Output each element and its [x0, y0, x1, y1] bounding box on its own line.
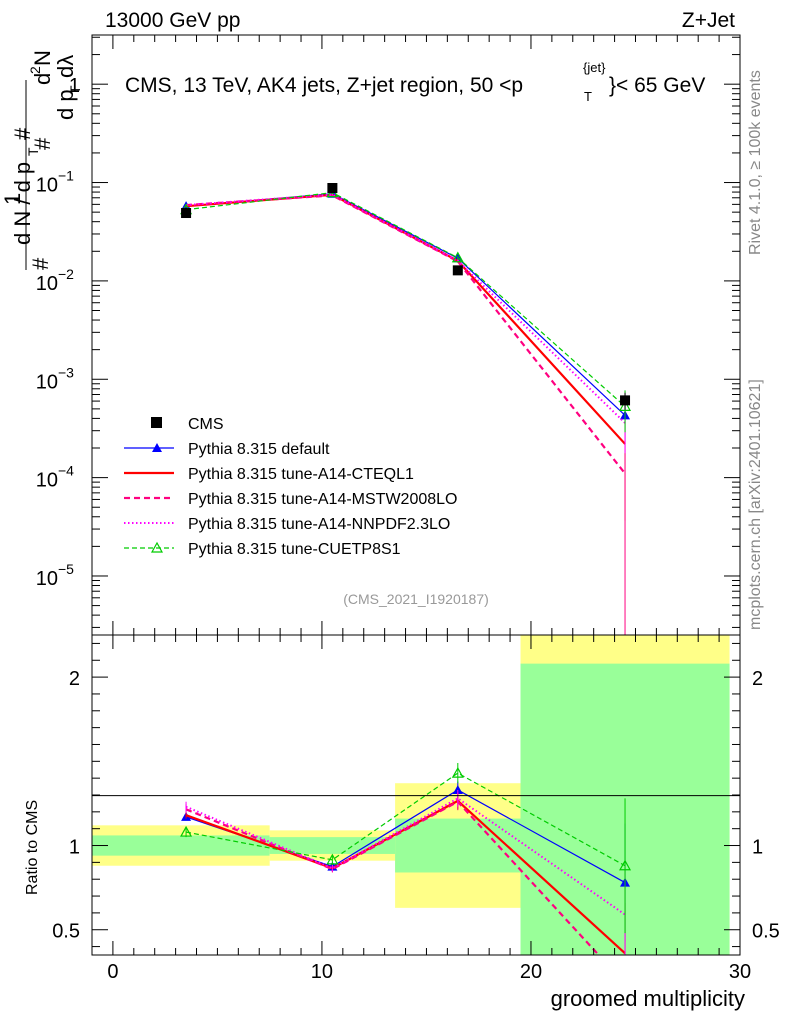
data-point	[620, 395, 631, 406]
svg-text:dλ: dλ	[53, 55, 78, 78]
y-tick-label: 10	[36, 273, 58, 295]
title-main: CMS, 13 TeV, AK4 jets, Z+jet region, 50 …	[125, 74, 523, 97]
data-point	[452, 265, 463, 276]
series-line-ratio	[185, 800, 601, 955]
y-axis-label-main: # d N / d p T # 1 d p T dλ # d 2 N	[0, 50, 83, 270]
y-tick-label: 1	[69, 75, 80, 97]
legend-marker	[152, 443, 162, 452]
data-point	[327, 183, 338, 194]
y-tick-label-ratio-left: 0.5	[52, 921, 80, 943]
series-marker	[326, 853, 339, 865]
legend-marker-cms	[151, 417, 162, 428]
x-axis-ticks: 0 10 20 30	[107, 35, 751, 983]
y-tick-label: 10	[36, 371, 58, 393]
series-line-ratio	[185, 797, 626, 916]
series-line-ratio	[185, 799, 626, 955]
series-marker	[619, 859, 632, 871]
legend-marker	[150, 541, 164, 553]
ratio-band-stat	[395, 818, 521, 873]
series-line-main	[186, 193, 626, 416]
y-tick-label: 10	[36, 470, 58, 492]
x-tick-label: 30	[729, 961, 751, 983]
y-axis-label-ratio: Ratio to CMS	[24, 800, 41, 895]
x-tick-label: 20	[520, 961, 542, 983]
svg-text:#: #	[30, 137, 55, 150]
series-marker	[451, 766, 464, 778]
y-tick-label: 10	[36, 175, 58, 197]
ratio-band-stat	[269, 837, 396, 854]
ratio-uncertainty-bands	[92, 635, 730, 955]
y-tick-label-ratio-left: 1	[69, 837, 80, 859]
legend-label-cms: CMS	[188, 416, 224, 433]
title-end: }< 65 GeV	[609, 74, 705, 97]
series-marker	[619, 400, 632, 411]
series-line-main	[185, 193, 626, 424]
legend: CMS Pythia 8.315 default Pythia 8.315 tune…	[124, 416, 457, 558]
legend-label: Pythia 8.315 default	[188, 441, 330, 458]
y-tick-label-ratio-right: 0.5	[752, 921, 780, 943]
legend-label: Pythia 8.315 tune-A14-CTEQL1	[188, 466, 414, 483]
analysis-tag: (CMS_2021_I1920187)	[343, 591, 489, 607]
series-line-main	[185, 194, 626, 475]
series-line-ratio	[185, 772, 626, 867]
y-tick-exponent: −4	[58, 463, 74, 479]
rivet-version-label: Rivet 4.1.0, ≥ 100k events	[747, 70, 764, 255]
y-axis-ticks-main: 110−110−210−310−410−5	[36, 36, 740, 628]
svg-text:1: 1	[0, 193, 25, 205]
title-superscript: {jet}	[583, 60, 606, 75]
series-marker	[452, 784, 463, 794]
mcplots-label: mcplots.cern.ch [arXiv:2401.10621]	[747, 379, 764, 630]
svg-text:#: #	[10, 127, 35, 140]
title-subscript: T	[584, 89, 592, 104]
x-tick-label: 0	[107, 961, 118, 983]
series-marker	[451, 251, 464, 263]
svg-text:d N / d p: d N / d p	[10, 162, 35, 245]
y-tick-label: 10	[36, 568, 58, 590]
y-tick-label-ratio-right: 2	[752, 668, 763, 690]
y-tick-exponent: −3	[58, 364, 74, 380]
data-point	[181, 208, 192, 219]
x-tick-label: 10	[311, 961, 333, 983]
svg-text:T: T	[25, 147, 41, 156]
y-tick-exponent: −2	[58, 266, 74, 282]
x-axis-label: groomed multiplicity	[551, 986, 745, 1011]
legend-label: Pythia 8.315 tune-A14-MSTW2008LO	[188, 491, 457, 508]
header-process-label: Z+Jet	[682, 9, 735, 32]
y-axis-ticks-ratio: 0.5 0.5 1 1 2 2	[52, 642, 780, 948]
cms-data-points	[181, 183, 631, 410]
ratio-series-group	[180, 763, 632, 955]
legend-label: Pythia 8.315 tune-CUETP8S1	[188, 541, 401, 558]
svg-text:T: T	[67, 85, 83, 94]
svg-text:2: 2	[27, 66, 43, 74]
svg-text:d: d	[30, 73, 55, 85]
series-line-main	[185, 191, 626, 407]
chart-title: CMS, 13 TeV, AK4 jets, Z+jet region, 50 …	[125, 60, 705, 104]
ratio-band-stat	[92, 835, 270, 856]
legend-label: Pythia 8.315 tune-A14-NNPDF2.3LO	[188, 516, 450, 533]
y-tick-exponent: −5	[58, 561, 74, 577]
svg-text:d p: d p	[53, 89, 78, 120]
y-tick-exponent: −1	[58, 168, 74, 184]
svg-text:#: #	[28, 257, 53, 270]
series-marker	[180, 825, 193, 837]
y-tick-label-ratio-right: 1	[752, 837, 763, 859]
header-energy-label: 13000 GeV pp	[105, 9, 240, 32]
y-tick-label-ratio-left: 2	[69, 668, 80, 690]
main-series-group	[180, 186, 632, 635]
svg-text:N: N	[30, 50, 55, 66]
